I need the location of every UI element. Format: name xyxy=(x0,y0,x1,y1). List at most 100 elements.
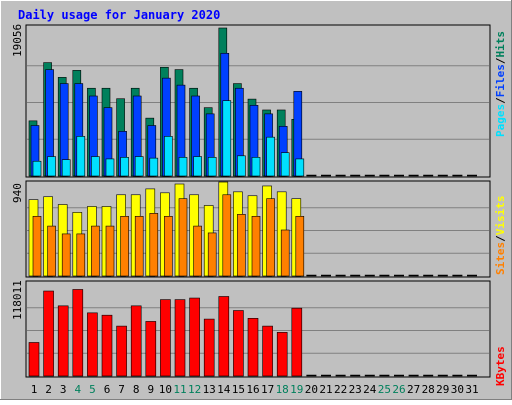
x-label-day-9: 9 xyxy=(147,383,154,396)
bar-pages-day-5 xyxy=(91,156,100,177)
bar-kbytes-day-14 xyxy=(218,296,230,377)
bar-sites-day-17 xyxy=(266,198,275,277)
bar-sites-day-8 xyxy=(134,215,144,277)
bar-pages-day-7 xyxy=(120,157,129,177)
bar-kbytes-day-13 xyxy=(203,318,215,377)
x-label-day-19: 19 xyxy=(290,383,303,396)
bar-sites-day-4 xyxy=(76,233,86,277)
x-label-day-25: 25 xyxy=(378,383,391,396)
kbytes-panel-box xyxy=(25,280,491,378)
bar-pages-day-16 xyxy=(251,157,261,177)
bar-sites-day-14 xyxy=(222,194,232,277)
bar-sites-day-1 xyxy=(32,215,42,277)
bar-pages-day-6 xyxy=(105,158,115,177)
x-label-day-12: 12 xyxy=(188,383,201,396)
legend-sep-1: / xyxy=(494,97,507,104)
x-label-day-6: 6 xyxy=(104,383,111,396)
bar-kbytes-day-6 xyxy=(101,314,113,377)
legend-visits: Visits xyxy=(494,196,507,236)
visits-ymax-label: 940 xyxy=(11,183,24,203)
legend-pages: Pages xyxy=(494,104,507,137)
bar-sites-day-19 xyxy=(295,215,305,277)
x-label-day-30: 30 xyxy=(451,383,464,396)
bar-sites-day-18 xyxy=(280,229,290,277)
legend-sites-visits: Sites/Visits xyxy=(494,196,507,276)
bar-pages-day-12 xyxy=(193,156,202,177)
x-label-day-2: 2 xyxy=(45,383,52,396)
legend-kbytes: KBytes xyxy=(494,346,507,386)
x-label-day-22: 22 xyxy=(334,383,347,396)
x-label-day-18: 18 xyxy=(276,383,289,396)
legend-sep-3: / xyxy=(494,235,507,242)
bar-kbytes-day-7 xyxy=(116,325,127,377)
bar-kbytes-day-16 xyxy=(247,318,259,377)
x-label-day-7: 7 xyxy=(118,383,125,396)
x-label-day-24: 24 xyxy=(363,383,377,396)
bar-pages-day-9 xyxy=(149,157,159,177)
x-label-day-15: 15 xyxy=(232,383,245,396)
bar-pages-day-19 xyxy=(295,158,305,177)
x-label-day-26: 26 xyxy=(392,383,405,396)
x-label-day-4: 4 xyxy=(74,383,81,396)
bar-pages-day-14 xyxy=(222,100,232,177)
bar-kbytes-day-1 xyxy=(28,342,40,377)
bar-kbytes-day-5 xyxy=(87,312,98,377)
bar-pages-day-3 xyxy=(61,159,71,177)
bar-pages-day-17 xyxy=(266,136,275,177)
bar-pages-day-15 xyxy=(237,155,246,177)
hits-panel-box xyxy=(25,24,491,178)
bar-pages-day-8 xyxy=(134,156,144,177)
bar-kbytes-day-4 xyxy=(72,289,84,377)
bar-kbytes-day-15 xyxy=(233,310,244,377)
x-label-day-23: 23 xyxy=(349,383,362,396)
x-label-day-5: 5 xyxy=(89,383,96,396)
x-label-day-21: 21 xyxy=(319,383,332,396)
legend-hits-files-pages: Pages/Files/Hits xyxy=(494,31,507,137)
bars xyxy=(28,27,477,377)
bar-pages-day-18 xyxy=(280,152,290,177)
bar-kbytes-day-11 xyxy=(174,299,186,377)
x-label-day-29: 29 xyxy=(436,383,449,396)
bar-kbytes-day-2 xyxy=(43,290,54,377)
legend-sep-2: / xyxy=(494,57,507,64)
bar-sites-day-2 xyxy=(47,225,56,277)
legend-sites: Sites xyxy=(494,242,507,275)
hits-ymax-label: 19056 xyxy=(11,24,24,57)
bar-kbytes-day-9 xyxy=(145,321,157,377)
bar-pages-day-1 xyxy=(32,160,42,177)
x-label-day-17: 17 xyxy=(261,383,274,396)
bar-sites-day-6 xyxy=(105,225,115,277)
x-label-day-10: 10 xyxy=(159,383,172,396)
bar-sites-day-11 xyxy=(178,198,188,277)
bar-sites-day-5 xyxy=(91,225,100,277)
x-label-day-3: 3 xyxy=(60,383,67,396)
bar-pages-day-11 xyxy=(178,157,188,177)
bar-kbytes-day-8 xyxy=(130,305,142,377)
x-label-day-27: 27 xyxy=(407,383,420,396)
x-label-day-16: 16 xyxy=(246,383,259,396)
x-label-day-11: 11 xyxy=(173,383,186,396)
x-label-day-14: 14 xyxy=(217,383,231,396)
x-label-day-8: 8 xyxy=(133,383,140,396)
bar-sites-day-10 xyxy=(164,215,173,277)
bar-sites-day-3 xyxy=(61,233,71,277)
bar-sites-day-16 xyxy=(251,215,261,277)
bar-pages-day-13 xyxy=(207,157,217,177)
kbytes-ymax-label: 118011 xyxy=(11,280,24,320)
bar-kbytes-day-19 xyxy=(291,307,303,377)
bar-sites-day-13 xyxy=(207,232,217,277)
x-label-day-31: 31 xyxy=(465,383,478,396)
legend-files: Files xyxy=(494,64,507,97)
x-label-day-28: 28 xyxy=(422,383,435,396)
bar-kbytes-day-17 xyxy=(262,325,273,377)
bar-sites-day-9 xyxy=(149,213,159,277)
bar-kbytes-day-18 xyxy=(276,332,288,377)
x-label-day-1: 1 xyxy=(31,383,38,396)
bar-sites-day-7 xyxy=(120,215,129,277)
bar-kbytes-day-12 xyxy=(189,297,200,377)
legend-kbytes-label: KBytes xyxy=(494,346,507,386)
chart-title: Daily usage for January 2020 xyxy=(18,8,220,22)
bar-kbytes-day-3 xyxy=(57,305,69,377)
bar-pages-day-2 xyxy=(47,156,56,177)
